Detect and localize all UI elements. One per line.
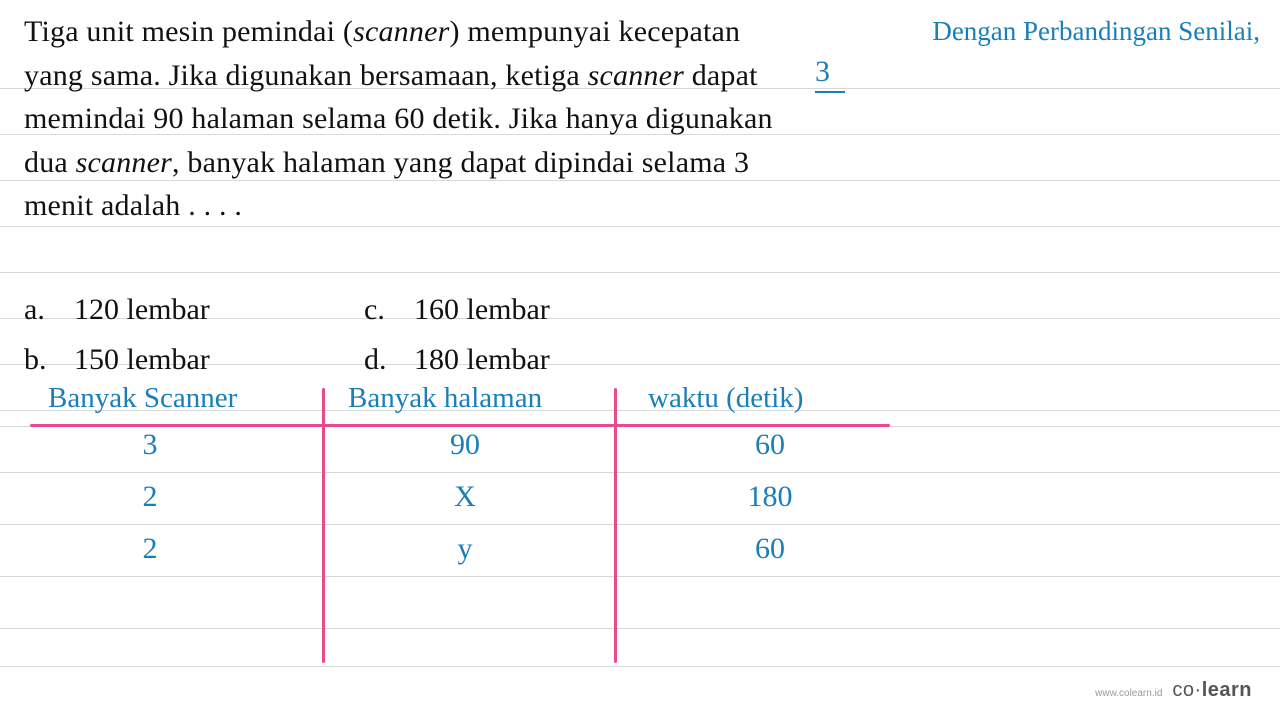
table-header-underline <box>30 424 890 427</box>
question-italic-1: scanner <box>353 15 449 48</box>
cell-time: 180 <box>630 480 910 514</box>
options-grid: a. 120 lembar c. 160 lembar b. 150 lemba… <box>24 288 704 381</box>
watermark-url: www.colearn.id <box>1095 688 1162 699</box>
cell-time: 60 <box>630 532 910 566</box>
cell-pages: X <box>330 480 630 514</box>
question-italic-3: scanner <box>76 146 172 179</box>
question-segment: Tiga unit mesin pemindai ( <box>24 15 353 48</box>
option-d: d. 180 lembar <box>364 338 704 382</box>
table-header-scanner: Banyak Scanner <box>30 382 330 415</box>
annotation-ratio: 3 <box>815 55 845 93</box>
annotation-ratio-numerator: 3 <box>815 55 830 88</box>
annotation-ratio-bar <box>815 91 845 93</box>
option-letter: c. <box>364 288 390 332</box>
annotation-method-label: Dengan Perbandingan Senilai, <box>932 16 1260 47</box>
handwritten-table: Banyak Scanner Banyak halaman waktu (det… <box>30 382 990 575</box>
table-column-separator-1 <box>322 388 325 663</box>
table-header-pages: Banyak halaman <box>330 382 630 415</box>
table-row: 2 y 60 <box>30 523 990 575</box>
watermark-brand-dot: · <box>1195 679 1202 701</box>
table-column-separator-2 <box>614 388 617 663</box>
option-letter: b. <box>24 338 50 382</box>
question-italic-2: scanner <box>588 59 684 92</box>
cell-time: 60 <box>630 428 910 462</box>
cell-scanner: 3 <box>30 428 330 462</box>
watermark-brand-post: learn <box>1202 679 1252 701</box>
cell-pages: 90 <box>330 428 630 462</box>
option-letter: d. <box>364 338 390 382</box>
cell-pages: y <box>330 532 630 566</box>
question-text: Tiga unit mesin pemindai (scanner) mempu… <box>24 10 794 228</box>
option-c: c. 160 lembar <box>364 288 704 332</box>
option-text: 120 lembar <box>74 288 210 332</box>
cell-scanner: 2 <box>30 480 330 514</box>
option-b: b. 150 lembar <box>24 338 364 382</box>
watermark: www.colearn.id co·learn <box>1095 679 1252 702</box>
table-row: 2 X 180 <box>30 471 990 523</box>
table-header-time: waktu (detik) <box>630 382 910 415</box>
cell-scanner: 2 <box>30 532 330 566</box>
table-header-row: Banyak Scanner Banyak halaman waktu (det… <box>30 382 990 419</box>
watermark-brand: co·learn <box>1172 679 1252 702</box>
option-text: 160 lembar <box>414 288 550 332</box>
option-letter: a. <box>24 288 50 332</box>
option-a: a. 120 lembar <box>24 288 364 332</box>
option-text: 180 lembar <box>414 338 550 382</box>
option-text: 150 lembar <box>74 338 210 382</box>
watermark-brand-pre: co <box>1172 679 1194 701</box>
